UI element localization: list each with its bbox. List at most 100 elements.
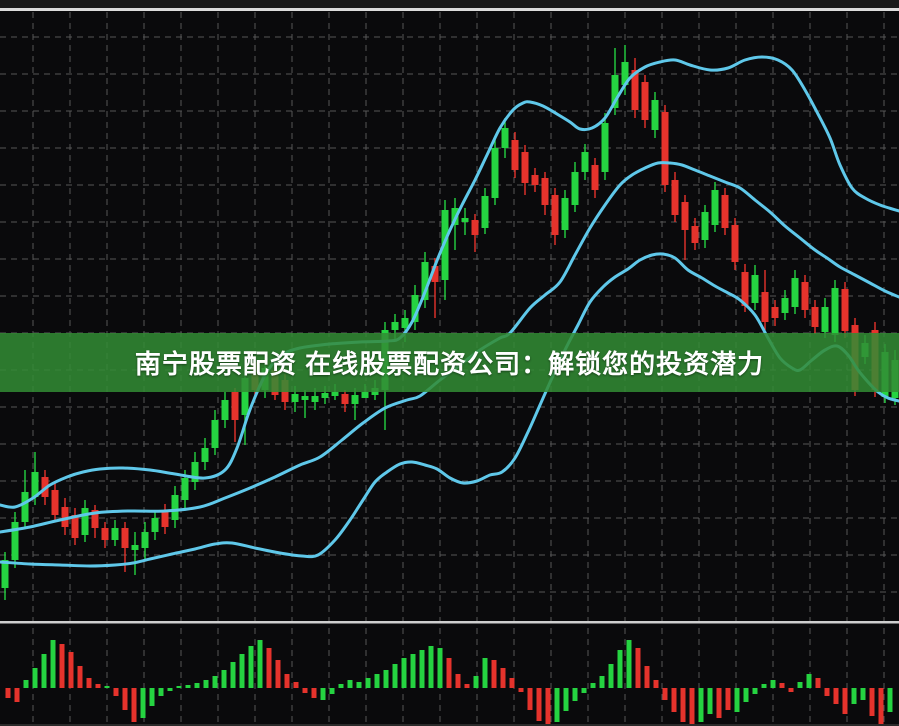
- candle-down: [631, 70, 639, 110]
- histogram-bar: [860, 688, 866, 700]
- candle-up: [561, 198, 569, 230]
- candle-up: [171, 495, 179, 520]
- bottom-edge-line: [0, 724, 899, 726]
- histogram-bar: [644, 666, 650, 688]
- candle-up: [111, 528, 119, 540]
- histogram-bar: [806, 674, 812, 688]
- histogram-bar: [266, 648, 272, 688]
- histogram-bar: [689, 688, 695, 724]
- candle-down: [61, 507, 69, 527]
- histogram-bar: [158, 688, 164, 696]
- candle-down: [591, 165, 599, 190]
- histogram-bar: [311, 688, 317, 698]
- histogram-bar: [401, 658, 407, 688]
- histogram-bar: [491, 660, 497, 688]
- promo-banner-text: 南宁股票配资 在线股票配资公司：解锁您的投资潜力: [134, 349, 765, 379]
- candle-down: [531, 175, 539, 185]
- histogram-bar: [338, 684, 344, 688]
- histogram-bar: [95, 684, 101, 688]
- histogram-bar: [347, 680, 353, 688]
- histogram-bar: [743, 688, 749, 702]
- candle-down: [771, 307, 779, 318]
- histogram-bar: [428, 646, 434, 688]
- candle-down: [841, 289, 849, 331]
- histogram-bar: [698, 688, 704, 722]
- histogram-bar: [455, 674, 461, 688]
- candle-up: [31, 472, 39, 497]
- histogram-bar: [32, 668, 38, 688]
- histogram-bar: [293, 682, 299, 688]
- bollinger-middle-line: [0, 161, 899, 534]
- candle-up: [821, 307, 829, 332]
- candle-up: [181, 478, 189, 500]
- histogram-bar: [788, 688, 794, 692]
- histogram-bar: [509, 678, 515, 688]
- candle-up: [751, 275, 759, 303]
- histogram-bar: [653, 680, 659, 688]
- candle-down: [341, 394, 349, 404]
- histogram-bar: [383, 670, 389, 688]
- histogram-bar: [122, 688, 128, 710]
- panel-separator-line: [0, 621, 899, 624]
- candle-down: [721, 195, 729, 228]
- candle-up: [481, 196, 489, 228]
- histogram-bar: [824, 688, 830, 696]
- histogram-bar: [176, 686, 182, 688]
- candle-up: [241, 378, 249, 415]
- histogram-bar: [446, 658, 452, 688]
- candle-down: [71, 515, 79, 538]
- candle-up: [291, 394, 299, 402]
- histogram-bar: [275, 660, 281, 688]
- candle-up: [621, 62, 629, 85]
- candle-up: [401, 318, 409, 328]
- histogram-bar: [545, 688, 551, 724]
- candle-down: [681, 202, 689, 230]
- histogram-bar: [626, 640, 632, 688]
- candle-up: [221, 400, 229, 420]
- candle-down: [551, 195, 559, 235]
- histogram-bar: [581, 688, 587, 693]
- candle-up: [701, 212, 709, 240]
- histogram-bar: [68, 652, 74, 688]
- histogram-bar: [149, 688, 155, 706]
- candle-down: [471, 220, 479, 235]
- histogram-bar: [815, 678, 821, 688]
- histogram-bar: [212, 676, 218, 688]
- histogram-bar: [752, 688, 758, 694]
- histogram-bar: [329, 688, 335, 694]
- candle-down: [671, 180, 679, 215]
- candle-down: [661, 112, 669, 185]
- histogram-bar: [41, 654, 47, 688]
- histogram-bar: [437, 648, 443, 688]
- candle-up: [11, 522, 19, 560]
- histogram-bar: [167, 688, 173, 691]
- histogram-bar: [599, 676, 605, 688]
- histogram-bar: [707, 688, 713, 714]
- histogram-bar: [248, 646, 254, 688]
- candle-up: [421, 262, 429, 300]
- histogram-bar: [878, 688, 884, 724]
- histogram-bar: [302, 688, 308, 693]
- candle-down: [231, 392, 239, 420]
- promo-banner: 南宁股票配资 在线股票配资公司：解锁您的投资潜力: [0, 333, 899, 392]
- histogram-bar: [725, 688, 731, 710]
- candle-up: [791, 278, 799, 307]
- candle-up: [601, 123, 609, 172]
- histogram-bar: [842, 688, 848, 714]
- histogram-bar: [131, 688, 137, 722]
- histogram-bar: [680, 688, 686, 722]
- histogram-bar: [527, 688, 533, 710]
- candle-down: [641, 82, 649, 120]
- histogram-bar: [86, 678, 92, 688]
- top-divider-line: [0, 8, 899, 11]
- histogram-bar: [635, 648, 641, 688]
- histogram-bar: [410, 654, 416, 688]
- histogram-bar: [473, 676, 479, 688]
- histogram-bar: [779, 683, 785, 688]
- histogram-bar: [716, 688, 722, 718]
- histogram-bar: [203, 680, 209, 688]
- histogram-bar: [482, 658, 488, 688]
- candle-up: [321, 393, 329, 398]
- histogram-bar: [761, 684, 767, 688]
